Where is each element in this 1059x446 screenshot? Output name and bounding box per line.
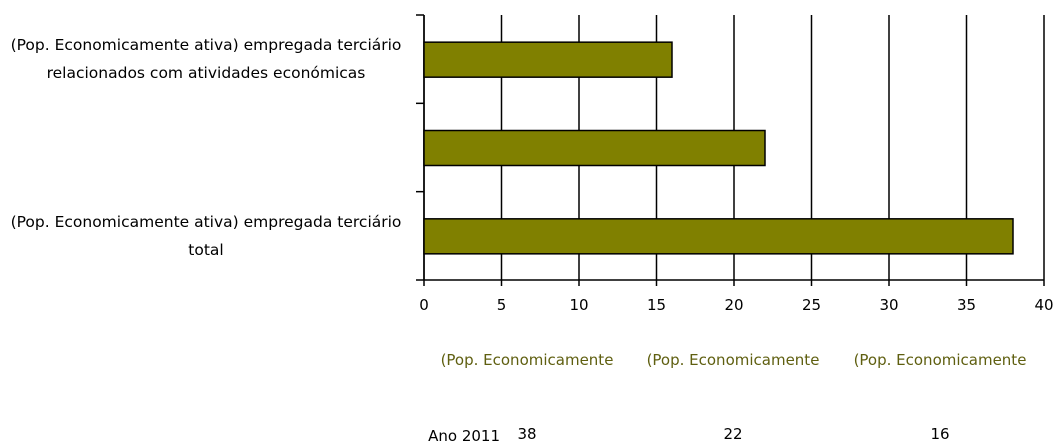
y-tick-label: (Pop. Economicamente ativa) empregada te… [10,36,402,83]
x-tick-label: 35 [957,296,976,314]
table-header: (Pop. Economicamente [853,351,1027,369]
y-tick-label: (Pop. Economicamente ativa) empregada te… [10,212,402,259]
x-tick-label: 15 [647,296,666,314]
x-tick-label: 10 [569,296,588,314]
table-value: 22 [723,425,743,443]
table-value: 38 [517,425,537,443]
x-tick-label: 30 [879,296,898,314]
table-header: (Pop. Economicamente [646,351,820,369]
table-value: 16 [930,425,950,443]
x-tick-label: 25 [802,296,821,314]
x-tick-label: 5 [497,296,507,314]
x-tick-label: 20 [724,296,743,314]
bar [423,41,673,78]
bar [423,218,1014,255]
table-header: (Pop. Economicamente [440,351,614,369]
x-tick-label: 0 [419,296,429,314]
x-tick-label: 40 [1034,296,1053,314]
bar [423,129,766,167]
table-row-label: Ano 2011 [428,427,500,445]
